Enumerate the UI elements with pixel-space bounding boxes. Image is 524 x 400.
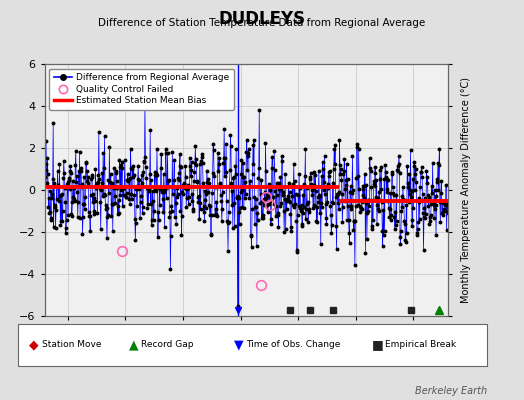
Text: Berkeley Earth: Berkeley Earth (415, 386, 487, 396)
Text: ▼: ▼ (234, 338, 243, 351)
Text: DUDLEYS: DUDLEYS (219, 10, 305, 28)
Text: Record Gap: Record Gap (141, 340, 194, 349)
Legend: Difference from Regional Average, Quality Control Failed, Estimated Station Mean: Difference from Regional Average, Qualit… (49, 68, 234, 110)
Text: Empirical Break: Empirical Break (385, 340, 456, 349)
Text: Time of Obs. Change: Time of Obs. Change (246, 340, 341, 349)
Text: ▲: ▲ (129, 338, 138, 351)
Text: ◆: ◆ (29, 338, 39, 351)
Text: Station Move: Station Move (42, 340, 102, 349)
Text: Difference of Station Temperature Data from Regional Average: Difference of Station Temperature Data f… (99, 18, 425, 28)
Y-axis label: Monthly Temperature Anomaly Difference (°C): Monthly Temperature Anomaly Difference (… (461, 77, 471, 303)
Text: ■: ■ (372, 338, 383, 351)
